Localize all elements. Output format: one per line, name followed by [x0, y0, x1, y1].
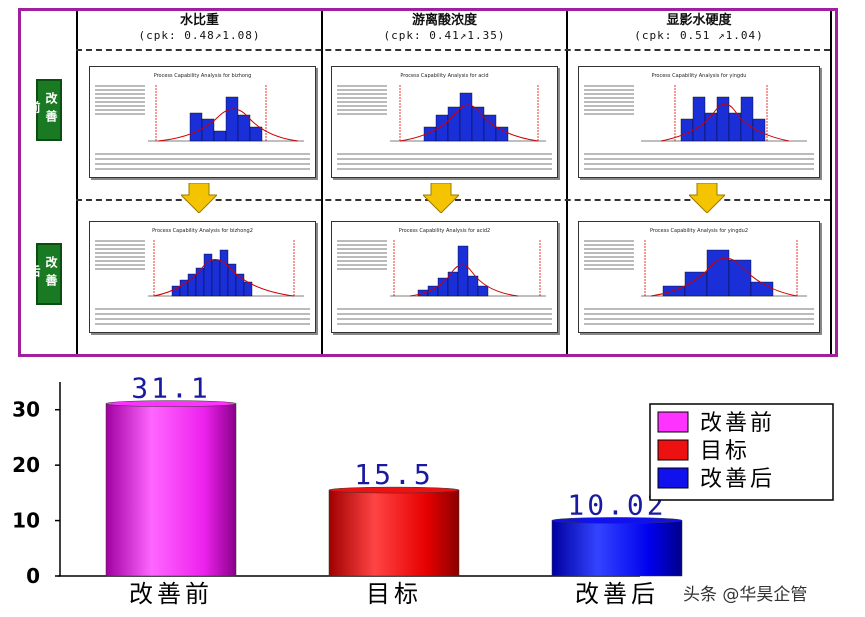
divider-mid1 [321, 11, 323, 354]
bar-3 [551, 520, 683, 577]
column-title-1: 水比重 (cpk: 0.48↗1.08) [138, 13, 261, 42]
stats-block [584, 83, 634, 117]
x-tick-label: 改善前 [129, 580, 213, 608]
bar-top [551, 517, 683, 524]
stats-table [584, 150, 814, 172]
row-label-before: 改善前 [27, 79, 62, 141]
bars [105, 400, 683, 577]
data-label: 10.02 [567, 488, 666, 521]
chart-caption: Process Capability Analysis for bizhong [153, 73, 252, 79]
y-tick-label: 0 [26, 564, 40, 588]
histogram-icon [148, 85, 304, 142]
legend-label: 目标 [700, 439, 750, 464]
x-tick-label: 改善后 [575, 580, 659, 608]
capability-chart-after-1: Process Capability Analysis for bizhong2 [89, 221, 316, 333]
stats-table [337, 305, 552, 327]
stats-table [584, 305, 814, 327]
column-title-2: 游离酸浓度 (cpk: 0.41↗1.35) [383, 13, 506, 42]
bar-1 [105, 403, 237, 577]
legend-swatch [657, 467, 689, 489]
stats-block [95, 83, 145, 117]
stats-block [584, 238, 634, 272]
divider-mid2 [566, 11, 568, 354]
capability-panel: 水比重 (cpk: 0.48↗1.08) 游离酸浓度 (cpk: 0.41↗1.35… [18, 8, 838, 357]
histogram-icon [390, 85, 546, 142]
stats-block [337, 238, 387, 272]
watermark: 头条 @华昊企管 [683, 585, 807, 605]
capability-chart-after-2: Process Capability Analysis for acid2 [331, 221, 558, 333]
y-axis-ticks: 0 10 20 30 [12, 398, 60, 588]
x-tick-label: 目标 [366, 580, 422, 608]
divider-left [76, 11, 78, 354]
histogram-icon [641, 85, 807, 142]
column-title-3: 显影水硬度 (cpk: 0.51 ↗1.04) [634, 13, 764, 42]
y-tick-label: 30 [12, 398, 40, 422]
capability-chart-after-3: Process Capability Analysis for yingdu2 [578, 221, 820, 333]
bar-2 [328, 489, 460, 577]
capability-chart-before-3: Process Capability Analysis for yingdu [578, 66, 820, 178]
down-arrow-icon [689, 183, 725, 213]
chart-caption: Process Capability Analysis for yingdu2 [649, 228, 749, 234]
capability-chart-before-2: Process Capability Analysis for acid [331, 66, 558, 178]
chart-caption: Process Capability Analysis for yingdu [651, 73, 747, 79]
header-dash [76, 49, 830, 51]
bar-top [105, 400, 237, 407]
histogram-icon [390, 240, 546, 297]
stats-table [95, 305, 310, 327]
capability-chart-before-1: Process Capability Analysis for bizhong [89, 66, 316, 178]
legend-label: 改善后 [700, 467, 775, 492]
data-label: 31.1 [131, 372, 210, 405]
stats-table [95, 150, 310, 172]
down-arrow-icon [423, 183, 459, 213]
row-label-after: 改善后 [27, 243, 62, 305]
legend-swatch [657, 439, 689, 461]
down-arrow-icon [181, 183, 217, 213]
data-labels: 31.1 15.5 10.02 [131, 372, 666, 522]
stats-block [95, 238, 145, 272]
stats-table [337, 150, 552, 172]
legend-label: 改善前 [700, 411, 775, 436]
x-axis-labels: 改善前 目标 改善后 [129, 580, 659, 608]
chart-caption: Process Capability Analysis for bizhong2 [152, 228, 253, 234]
y-tick-label: 10 [12, 509, 40, 533]
data-label: 15.5 [354, 458, 433, 491]
stats-block [337, 83, 387, 117]
y-tick-label: 20 [12, 453, 40, 477]
divider-right [830, 11, 832, 354]
chart-caption: Process Capability Analysis for acid2 [398, 228, 491, 234]
bar-top [328, 486, 460, 494]
chart-caption: Process Capability Analysis for acid [400, 73, 489, 79]
histogram-icon [641, 240, 807, 297]
legend-swatch [657, 411, 689, 433]
histogram-icon [148, 240, 304, 297]
